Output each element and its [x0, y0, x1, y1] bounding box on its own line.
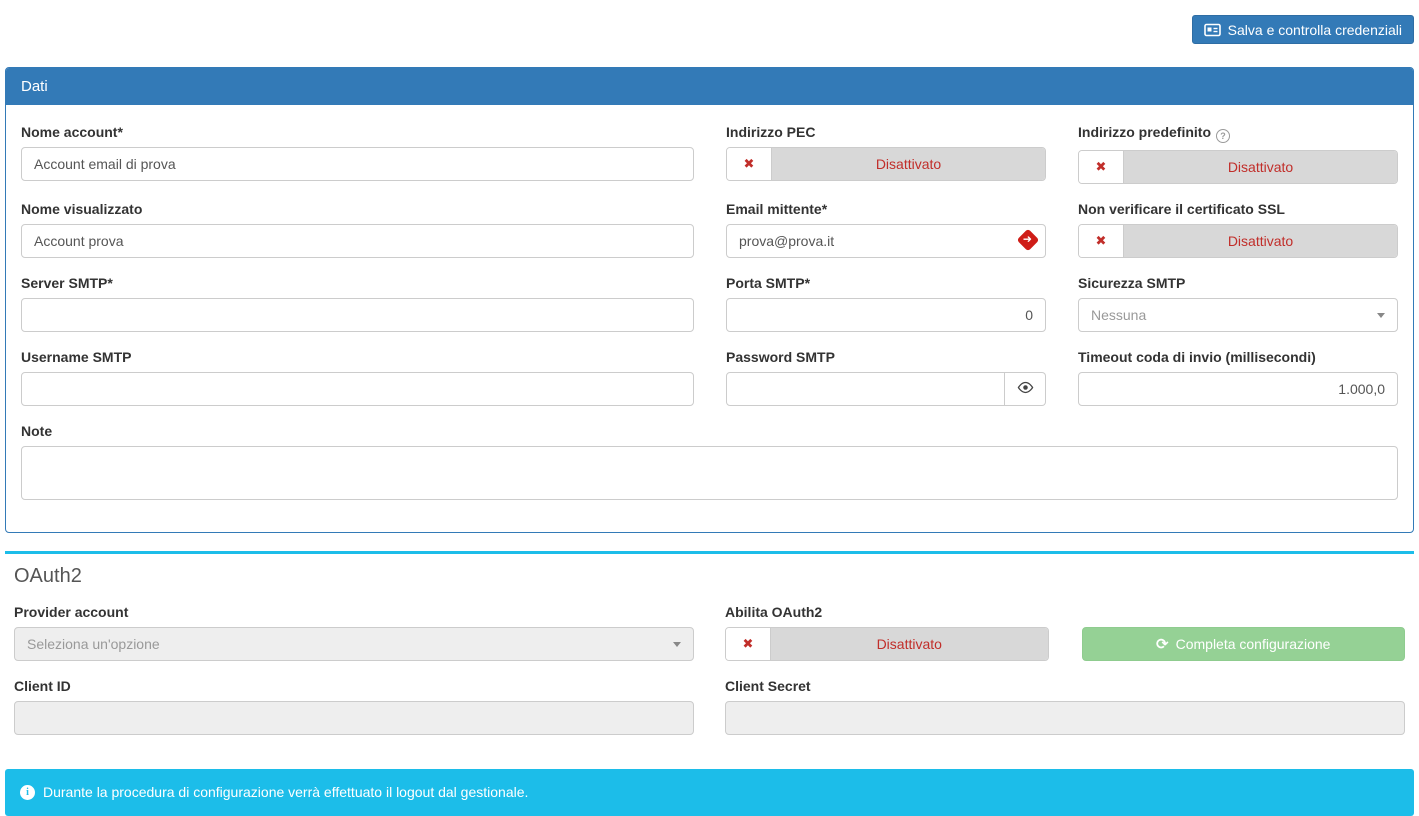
abilita-oauth2-toggle[interactable]: ✖ Disattivato [725, 627, 1049, 661]
toggle-password-visibility-button[interactable] [1005, 372, 1046, 406]
sicurezza-smtp-select[interactable]: Nessuna [1078, 298, 1398, 332]
indirizzo-pec-label: Indirizzo PEC [726, 124, 816, 140]
email-mittente-input[interactable] [726, 224, 1046, 258]
toggle-off-x-icon: ✖ [1079, 151, 1124, 183]
server-smtp-label: Server SMTP* [21, 275, 113, 291]
verifica-ssl-toggle-state: Disattivato [1124, 225, 1397, 257]
oauth2-info-alert-text: Durante la procedura di configurazione v… [43, 784, 529, 800]
dati-panel-title: Dati [6, 68, 1413, 105]
indirizzo-predefinito-toggle[interactable]: ✖ Disattivato [1078, 150, 1398, 184]
completa-configurazione-label: Completa configurazione [1175, 636, 1331, 652]
toggle-off-x-icon: ✖ [726, 628, 771, 660]
help-question-icon[interactable]: ? [1216, 129, 1230, 143]
timeout-input[interactable] [1078, 372, 1398, 406]
save-check-credentials-button[interactable]: Salva e controlla credenziali [1191, 15, 1414, 44]
indirizzo-pec-toggle-state: Disattivato [772, 148, 1045, 180]
dati-panel-body: Nome account* Indirizzo PEC ✖ Disattivat… [6, 105, 1413, 532]
eye-icon [1017, 381, 1034, 397]
server-smtp-input[interactable] [21, 298, 694, 332]
indirizzo-pec-toggle[interactable]: ✖ Disattivato [726, 147, 1046, 181]
provider-account-placeholder: Seleziona un'opzione [27, 636, 160, 652]
password-smtp-input[interactable] [726, 372, 1005, 406]
timeout-label: Timeout coda di invio (millisecondi) [1078, 349, 1316, 365]
chevron-down-icon [673, 642, 681, 647]
completa-configurazione-button[interactable]: ⟳ Completa configurazione [1081, 627, 1405, 661]
info-icon: i [20, 785, 35, 800]
note-label: Note [21, 423, 53, 439]
id-card-icon [1203, 23, 1221, 37]
client-secret-label: Client Secret [725, 678, 811, 694]
client-id-input[interactable] [14, 701, 694, 735]
abilita-oauth2-toggle-state: Disattivato [771, 628, 1048, 660]
username-smtp-input[interactable] [21, 372, 694, 406]
sicurezza-smtp-label: Sicurezza SMTP [1078, 275, 1186, 291]
username-smtp-label: Username SMTP [21, 349, 132, 365]
provider-account-label: Provider account [14, 604, 129, 620]
password-smtp-label: Password SMTP [726, 349, 835, 365]
chevron-down-icon [1377, 313, 1385, 318]
client-secret-input[interactable] [725, 701, 1405, 735]
refresh-icon: ⟳ [1156, 635, 1169, 653]
nome-account-label: Nome account* [21, 124, 123, 140]
nome-visualizzato-input[interactable] [21, 224, 694, 258]
indirizzo-predefinito-label: Indirizzo predefinito? [1078, 124, 1398, 143]
oauth2-section: OAuth2 Provider account Seleziona un'opz… [5, 551, 1414, 752]
nome-visualizzato-label: Nome visualizzato [21, 201, 143, 217]
porta-smtp-input[interactable] [726, 298, 1046, 332]
client-id-label: Client ID [14, 678, 71, 694]
oauth2-section-title: OAuth2 [14, 565, 82, 587]
toggle-off-x-icon: ✖ [727, 148, 772, 180]
toggle-off-x-icon: ✖ [1079, 225, 1124, 257]
note-textarea[interactable] [21, 446, 1398, 500]
abilita-oauth2-label: Abilita OAuth2 [725, 604, 823, 620]
provider-account-select[interactable]: Seleziona un'opzione [14, 627, 694, 661]
oauth2-info-alert: i Durante la procedura di configurazione… [5, 769, 1414, 816]
verifica-ssl-toggle[interactable]: ✖ Disattivato [1078, 224, 1398, 258]
nome-account-input[interactable] [21, 147, 694, 181]
sicurezza-smtp-selected-value: Nessuna [1091, 307, 1147, 323]
save-check-credentials-label: Salva e controlla credenziali [1227, 21, 1402, 38]
porta-smtp-label: Porta SMTP* [726, 275, 811, 291]
dati-panel: Dati Nome account* Indirizzo PEC ✖ Disat… [5, 67, 1414, 533]
email-mittente-label: Email mittente* [726, 201, 828, 217]
top-toolbar: Salva e controlla credenziali [0, 0, 1419, 44]
verifica-ssl-label: Non verificare il certificato SSL [1078, 201, 1285, 217]
indirizzo-predefinito-toggle-state: Disattivato [1124, 151, 1397, 183]
